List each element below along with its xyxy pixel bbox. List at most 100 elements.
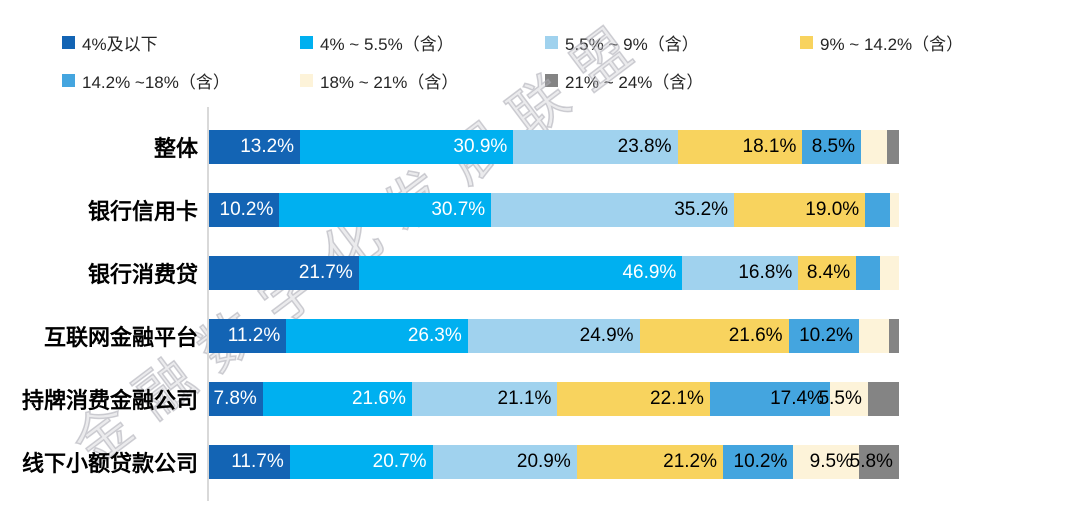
legend-label: 9% ~ 14.2%（含） xyxy=(820,35,964,54)
bar-segment: 8.4% xyxy=(798,255,857,290)
bar-segment: 9.5% xyxy=(793,444,859,479)
segment-value-label: 26.3% xyxy=(407,324,462,346)
bar-segment xyxy=(890,192,899,227)
segment-value-label: 8.5% xyxy=(811,135,856,157)
bar-segment: 21.6% xyxy=(262,381,412,416)
legend-swatch-icon xyxy=(300,74,313,87)
bar-segment xyxy=(867,381,899,416)
bar-segment: 7.8% xyxy=(209,381,263,416)
category-label: 线下小额贷款公司 xyxy=(21,450,198,476)
segment-value-label: 11.7% xyxy=(231,450,284,472)
bar-segment: 30.7% xyxy=(279,192,492,227)
bar-segment: 22.1% xyxy=(557,381,710,416)
legend-label: 4% ~ 5.5%（含） xyxy=(320,35,454,54)
legend: 4%及以下 4% ~ 5.5%（含） 5.5% ~ 9%（含） 9% ~ 14.2%（… xyxy=(0,0,1080,93)
stacked-bar: 21.7% 46.9% 16.8% 8.4% xyxy=(209,255,899,290)
segment-value-label: 30.7% xyxy=(431,198,486,220)
bar-segment: 11.2% xyxy=(209,318,287,353)
segment-value-label: 10.2% xyxy=(733,450,788,472)
segment-value-label: 19.0% xyxy=(805,198,860,220)
segment-value-label: 21.1% xyxy=(497,387,552,409)
bar-segment: 35.2% xyxy=(491,192,735,227)
bar-row: 7.8% 21.6% 21.1% 22.1% 17.4% 5.5% xyxy=(209,367,899,430)
bar-segment: 46.9% xyxy=(358,255,683,290)
segment-value-label: 13.2% xyxy=(240,135,295,157)
stacked-bar: 11.7% 20.7% 20.9% 21.2% 10.2% 9.5% 5.8% xyxy=(209,444,899,479)
bar-segment xyxy=(861,129,887,164)
bar-segment: 8.5% xyxy=(802,129,862,164)
bar-segment: 18.1% xyxy=(677,129,803,164)
category-label: 互联网金融平台 xyxy=(43,324,198,350)
legend-swatch-icon xyxy=(62,74,75,87)
segment-value-label: 16.8% xyxy=(738,261,793,283)
legend-label: 21% ~ 24%（含） xyxy=(565,73,704,92)
segment-value-label: 21.6% xyxy=(351,387,406,409)
legend-label: 5.5% ~ 9%（含） xyxy=(565,35,699,54)
bar-row: 10.2% 30.7% 35.2% 19.0% xyxy=(209,178,899,241)
segment-value-label: 20.7% xyxy=(372,450,427,472)
legend-swatch-icon xyxy=(300,36,313,49)
stacked-bar: 13.2% 30.9% 23.8% 18.1% 8.5% xyxy=(209,129,899,164)
segment-value-label: 21.7% xyxy=(298,261,353,283)
category-labels: 整体银行信用卡银行消费贷互联网金融平台持牌消费金融公司 线下小额贷款公司 xyxy=(0,107,207,501)
bar-row: 11.7% 20.7% 20.9% 21.2% 10.2% 9.5% 5.8% xyxy=(209,430,899,493)
bar-segment: 17.4% xyxy=(709,381,830,416)
stacked-bar: 11.2% 26.3% 24.9% 21.6% 10.2% xyxy=(209,318,899,353)
legend-label: 4%及以下 xyxy=(82,35,158,54)
bar-segment: 21.1% xyxy=(411,381,558,416)
segment-value-label: 11.2% xyxy=(227,324,281,346)
bar-segment: 26.3% xyxy=(286,318,468,353)
segment-value-label: 24.9% xyxy=(579,324,634,346)
bar-segment xyxy=(886,129,899,164)
stacked-bar-chart: 整体银行信用卡银行消费贷互联网金融平台持牌消费金融公司 线下小额贷款公司 13.2… xyxy=(0,107,1080,501)
bar-segment xyxy=(879,255,899,290)
legend-item-3: 9% ~ 14.2%（含） xyxy=(800,30,1080,55)
category-label: 整体 xyxy=(153,135,198,161)
segment-value-label: 46.9% xyxy=(622,261,677,283)
plot-area: 13.2% 30.9% 23.8% 18.1% 8.5% 10.2% 30.7% 35.2% 1… xyxy=(207,107,899,501)
bar-segment: 24.9% xyxy=(467,318,640,353)
bar-segment: 16.8% xyxy=(682,255,799,290)
bar-segment xyxy=(865,192,890,227)
segment-value-label: 7.8% xyxy=(213,387,257,409)
legend-swatch-icon xyxy=(545,36,558,49)
legend-item-4: 14.2% ~18%（含） xyxy=(62,68,300,93)
segment-value-label: 18.1% xyxy=(742,135,797,157)
legend-item-5: 18% ~ 21%（含） xyxy=(300,68,545,93)
bar-segment: 11.7% xyxy=(209,444,290,479)
bar-segment: 20.7% xyxy=(289,444,433,479)
segment-value-label: 10.2% xyxy=(219,198,274,220)
legend-item-1: 4% ~ 5.5%（含） xyxy=(300,30,545,55)
segment-value-label: 5.8% xyxy=(849,450,893,472)
category-label: 持牌消费金融公司 xyxy=(21,387,198,413)
bar-row: 11.2% 26.3% 24.9% 21.6% 10.2% xyxy=(209,304,899,367)
bar-segment: 19.0% xyxy=(734,192,866,227)
legend-label: 18% ~ 21%（含） xyxy=(320,73,459,92)
bar-segment: 5.5% xyxy=(819,381,868,416)
legend-swatch-icon xyxy=(545,74,558,87)
segment-value-label: 23.8% xyxy=(617,135,672,157)
bar-segment: 21.6% xyxy=(639,318,789,353)
category-label: 银行消费贷 xyxy=(87,261,198,287)
legend-item-6: 21% ~ 24%（含） xyxy=(545,68,800,93)
bar-row: 21.7% 46.9% 16.8% 8.4% xyxy=(209,241,899,304)
bar-segment: 21.7% xyxy=(209,255,359,290)
bar-segment: 21.2% xyxy=(576,444,724,479)
bar-segment: 5.8% xyxy=(850,444,899,479)
segment-value-label: 8.4% xyxy=(806,261,851,283)
bar-segment xyxy=(888,318,899,353)
legend-item-2: 5.5% ~ 9%（含） xyxy=(545,30,800,55)
bar-segment xyxy=(856,255,880,290)
bar-row: 13.2% 30.9% 23.8% 18.1% 8.5% xyxy=(209,115,899,178)
legend-swatch-icon xyxy=(800,36,813,49)
bar-segment: 10.2% xyxy=(788,318,859,353)
bar-segment: 23.8% xyxy=(513,129,678,164)
bar-segment xyxy=(858,318,889,353)
category-label: 银行信用卡 xyxy=(87,198,198,224)
segment-value-label: 21.2% xyxy=(663,450,718,472)
stacked-bar: 10.2% 30.7% 35.2% 19.0% xyxy=(209,192,899,227)
stacked-bar: 7.8% 21.6% 21.1% 22.1% 17.4% 5.5% xyxy=(209,381,899,416)
segment-value-label: 30.9% xyxy=(453,135,508,157)
bar-segment: 13.2% xyxy=(209,129,301,164)
segment-value-label: 22.1% xyxy=(650,387,704,409)
